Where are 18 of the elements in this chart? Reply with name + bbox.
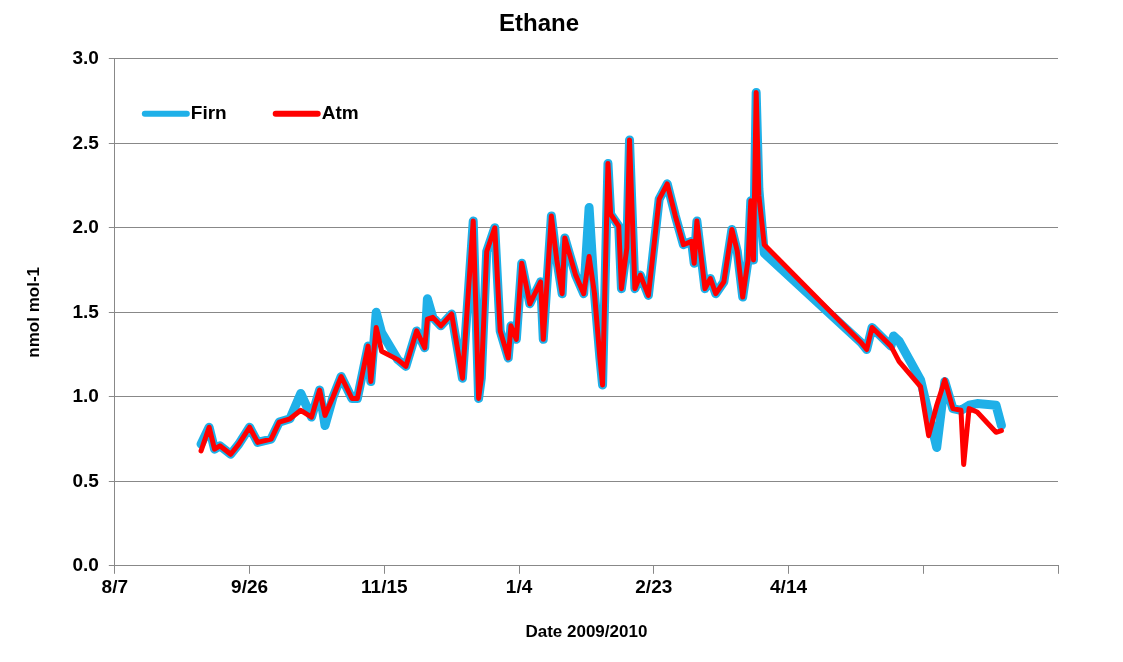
y-tick-label: 2.0	[72, 216, 99, 238]
legend-label: Atm	[321, 102, 359, 124]
y-axis-title: nmol mol-1	[23, 266, 43, 358]
chart-title: Ethane	[498, 9, 580, 37]
legend-label: Firn	[190, 102, 227, 124]
y-tick-label: 1.5	[72, 300, 100, 322]
x-tick-label: 9/26	[231, 576, 269, 598]
x-tick-label: 8/7	[101, 576, 129, 598]
x-tick-label: 1/4	[505, 576, 533, 598]
y-tick-label: 2.5	[72, 131, 100, 153]
x-tick-label: 2/23	[635, 576, 673, 598]
x-axis-title: Date 2009/2010	[525, 622, 648, 642]
x-tick-label: 11/15	[361, 576, 408, 598]
y-tick-label: 3.0	[72, 47, 99, 69]
y-tick-label: 0.0	[72, 554, 99, 576]
y-tick-label: 1.0	[72, 385, 99, 407]
y-tick-label: 0.5	[72, 469, 100, 491]
x-tick-label: 4/14	[770, 576, 808, 598]
